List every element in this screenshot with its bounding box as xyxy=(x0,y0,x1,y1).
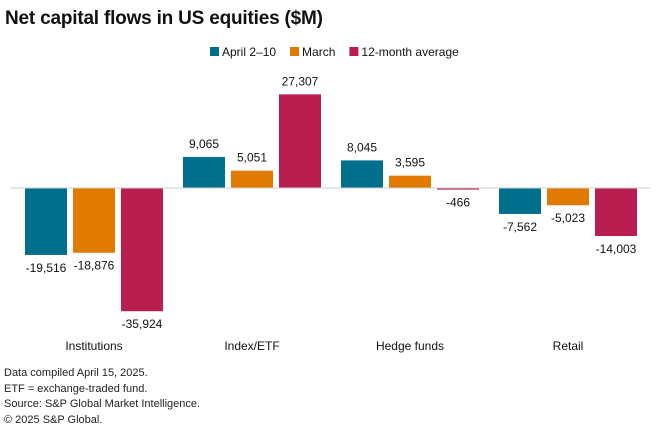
bar xyxy=(595,188,637,237)
bar xyxy=(121,188,163,312)
data-label: 5,051 xyxy=(237,151,267,165)
legend-swatch xyxy=(349,47,359,56)
data-label: -466 xyxy=(446,196,470,210)
legend-label: March xyxy=(302,45,335,59)
data-label: 3,595 xyxy=(395,156,425,170)
data-label: -18,876 xyxy=(74,259,115,273)
legend-swatch xyxy=(210,47,219,56)
bar xyxy=(499,188,541,214)
bar xyxy=(231,170,273,188)
data-label: -19,516 xyxy=(26,261,67,275)
note-source: Source: S&P Global Market Intelligence. xyxy=(4,398,201,410)
data-label: -7,562 xyxy=(503,220,537,234)
category-label: Institutions xyxy=(65,339,122,353)
legend-label: April 2–10 xyxy=(222,45,276,59)
bar xyxy=(389,175,431,188)
note-copyright: © 2025 S&P Global. xyxy=(4,413,103,426)
bar xyxy=(437,188,479,190)
data-label: 9,065 xyxy=(189,137,219,151)
category-label: Retail xyxy=(553,339,584,353)
bar xyxy=(547,188,589,206)
data-label: -14,003 xyxy=(596,242,637,256)
bar xyxy=(25,188,67,255)
legend-swatch xyxy=(290,47,300,56)
category-label: Index/ETF xyxy=(224,339,279,353)
legend-label: 12-month average xyxy=(361,45,459,59)
data-label: 8,045 xyxy=(347,140,377,154)
footnotes: Data compiled April 15, 2025. ETF = exch… xyxy=(4,366,200,428)
bar xyxy=(183,156,225,188)
data-label: 27,307 xyxy=(282,74,319,88)
category-label: Hedge funds xyxy=(376,339,444,353)
note-compiled: Data compiled April 15, 2025. xyxy=(4,367,148,379)
data-label: -35,924 xyxy=(122,317,163,331)
data-label: -5,023 xyxy=(551,211,585,225)
chart-title: Net capital flows in US equities ($M) xyxy=(5,8,323,29)
bar xyxy=(73,188,115,253)
bar xyxy=(279,94,321,188)
note-etf: ETF = exchange-traded fund. xyxy=(4,382,148,395)
bar xyxy=(341,160,383,188)
